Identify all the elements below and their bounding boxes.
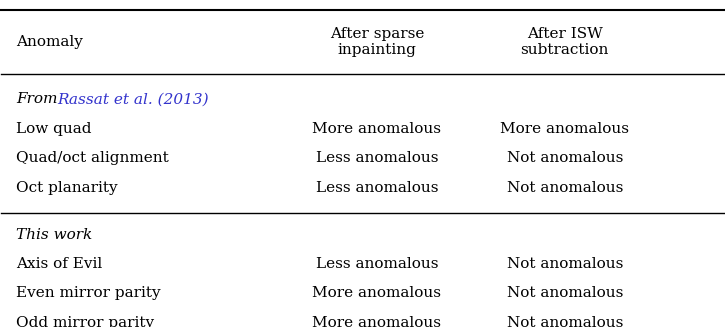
Text: Anomaly: Anomaly	[16, 35, 83, 49]
Text: This work: This work	[16, 228, 92, 242]
Text: Less anomalous: Less anomalous	[315, 151, 438, 165]
Text: Not anomalous: Not anomalous	[507, 151, 623, 165]
Text: Odd mirror parity: Odd mirror parity	[16, 316, 154, 327]
Text: Oct planarity: Oct planarity	[16, 181, 117, 195]
Text: Less anomalous: Less anomalous	[315, 257, 438, 271]
Text: Quad/oct alignment: Quad/oct alignment	[16, 151, 169, 165]
Text: Not anomalous: Not anomalous	[507, 316, 623, 327]
Text: After ISW
subtraction: After ISW subtraction	[521, 27, 609, 57]
Text: More anomalous: More anomalous	[312, 286, 442, 301]
Text: Rassat et al. (2013): Rassat et al. (2013)	[57, 93, 209, 106]
Text: From: From	[16, 93, 62, 106]
Text: Not anomalous: Not anomalous	[507, 286, 623, 301]
Text: Axis of Evil: Axis of Evil	[16, 257, 102, 271]
Text: Less anomalous: Less anomalous	[315, 181, 438, 195]
Text: After sparse
inpainting: After sparse inpainting	[330, 27, 424, 57]
Text: More anomalous: More anomalous	[500, 122, 629, 136]
Text: More anomalous: More anomalous	[312, 122, 442, 136]
Text: Even mirror parity: Even mirror parity	[16, 286, 160, 301]
Text: More anomalous: More anomalous	[312, 316, 442, 327]
Text: Not anomalous: Not anomalous	[507, 257, 623, 271]
Text: Not anomalous: Not anomalous	[507, 181, 623, 195]
Text: Low quad: Low quad	[16, 122, 91, 136]
